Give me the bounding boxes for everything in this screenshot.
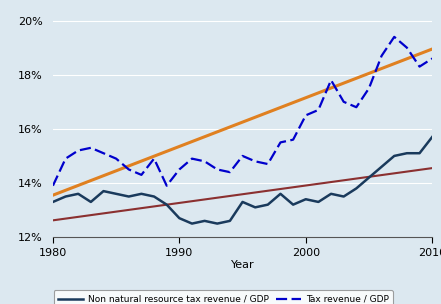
Legend: Non natural resource tax revenue / GDP, Fitted values, Tax revenue / GDP, Fitted: Non natural resource tax revenue / GDP, … [54, 290, 393, 304]
X-axis label: Year: Year [231, 260, 254, 270]
